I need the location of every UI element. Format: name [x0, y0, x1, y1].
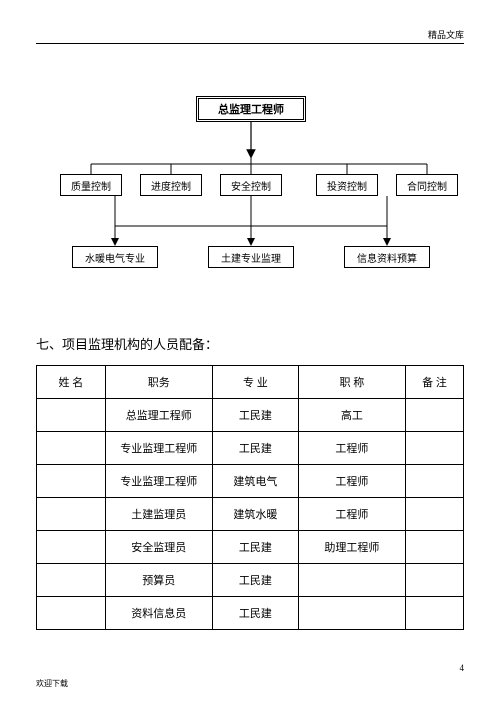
table-cell — [37, 465, 106, 498]
table-cell — [37, 531, 106, 564]
table-cell — [298, 564, 405, 597]
table-cell — [37, 498, 106, 531]
table-cell: 预算员 — [105, 564, 212, 597]
footer-left: 欢迎下载 — [36, 678, 68, 689]
table-cell — [37, 399, 106, 432]
table-cell: 工民建 — [212, 597, 298, 630]
table-cell: 专业监理工程师 — [105, 465, 212, 498]
table-cell — [406, 465, 464, 498]
flowchart-bot-box: 水暖电气专业 — [72, 246, 158, 268]
table-cell — [406, 399, 464, 432]
org-flowchart: 总监理工程师 质量控制 进度控制 安全控制 投资控制 合同控制 水暖电气专业 土… — [36, 56, 464, 316]
staff-table: 姓 名 职务 专 业 职 称 备 注 总监理工程师工民建高工专业监理工程师工民建… — [36, 365, 464, 630]
table-cell: 专业监理工程师 — [105, 432, 212, 465]
table-cell: 工程师 — [298, 465, 405, 498]
table-cell — [406, 564, 464, 597]
table-cell: 工民建 — [212, 399, 298, 432]
table-row: 预算员工民建 — [37, 564, 464, 597]
table-cell — [406, 498, 464, 531]
table-row: 资料信息员工民建 — [37, 597, 464, 630]
table-row: 安全监理员工民建助理工程师 — [37, 531, 464, 564]
section-title: 七、项目监理机构的人员配备： — [36, 334, 464, 353]
table-header: 备 注 — [406, 366, 464, 399]
table-cell: 土建监理员 — [105, 498, 212, 531]
table-cell: 助理工程师 — [298, 531, 405, 564]
flowchart-mid-box: 质量控制 — [60, 174, 122, 196]
table-cell — [37, 597, 106, 630]
table-header: 职务 — [105, 366, 212, 399]
flowchart-mid-box: 进度控制 — [140, 174, 202, 196]
table-header: 专 业 — [212, 366, 298, 399]
table-cell: 工民建 — [212, 432, 298, 465]
table-cell — [298, 597, 405, 630]
flowchart-bot-box: 土建专业监理 — [208, 246, 294, 268]
table-row: 总监理工程师工民建高工 — [37, 399, 464, 432]
table-cell: 工民建 — [212, 564, 298, 597]
table-cell: 高工 — [298, 399, 405, 432]
table-row: 专业监理工程师工民建工程师 — [37, 432, 464, 465]
table-cell: 资料信息员 — [105, 597, 212, 630]
table-cell — [406, 597, 464, 630]
page: 精品文库 — [0, 0, 500, 707]
flowchart-mid-box: 投资控制 — [316, 174, 378, 196]
table-cell: 工民建 — [212, 531, 298, 564]
page-number: 4 — [460, 663, 465, 673]
table-header: 职 称 — [298, 366, 405, 399]
table-row: 土建监理员建筑水暖工程师 — [37, 498, 464, 531]
flowchart-mid-box: 合同控制 — [396, 174, 458, 196]
table-cell: 工程师 — [298, 498, 405, 531]
header-right: 精品文库 — [36, 28, 464, 44]
table-cell: 建筑水暖 — [212, 498, 298, 531]
table-header-row: 姓 名 职务 专 业 职 称 备 注 — [37, 366, 464, 399]
table-row: 专业监理工程师建筑电气工程师 — [37, 465, 464, 498]
flowchart-mid-box: 安全控制 — [220, 174, 282, 196]
table-cell: 工程师 — [298, 432, 405, 465]
flowchart-top-box: 总监理工程师 — [196, 96, 306, 122]
flowchart-bot-box: 信息资料预算 — [344, 246, 430, 268]
table-cell — [406, 531, 464, 564]
table-cell — [37, 432, 106, 465]
table-cell: 安全监理员 — [105, 531, 212, 564]
table-cell: 建筑电气 — [212, 465, 298, 498]
table-cell — [406, 432, 464, 465]
table-cell: 总监理工程师 — [105, 399, 212, 432]
table-header: 姓 名 — [37, 366, 106, 399]
table-cell — [37, 564, 106, 597]
